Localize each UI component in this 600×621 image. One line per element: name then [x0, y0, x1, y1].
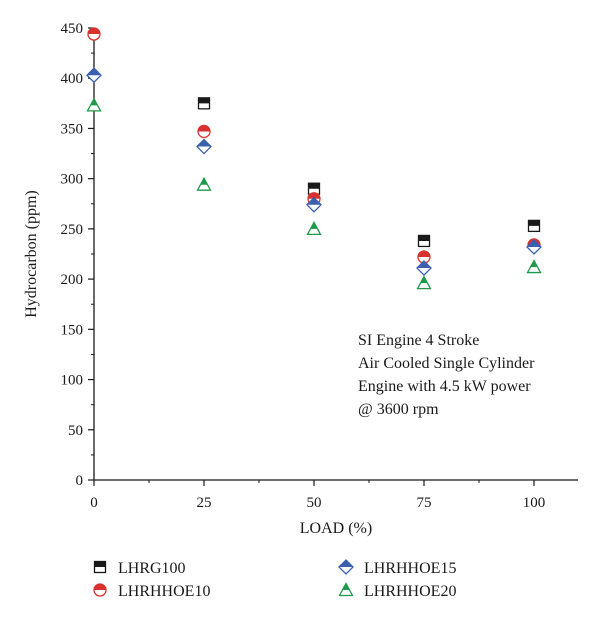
legend-label: LHRG100 [118, 560, 186, 577]
data-point-lhrhhoe20-25 [196, 176, 212, 191]
y-tick-label: 450 [61, 21, 84, 37]
annotation-line: Engine with 4.5 kW power [358, 378, 531, 395]
annotation-line: SI Engine 4 Stroke [358, 332, 479, 349]
data-point-lhrhhoe20-100 [526, 259, 542, 274]
annotation: SI Engine 4 Stroke Air Cooled Single Cyli… [358, 332, 535, 418]
legend-marker-lhrhhoe10 [93, 583, 107, 597]
x-tick-label: 25 [197, 495, 212, 511]
x-tick-label: 100 [523, 495, 546, 511]
annotation-line: @ 3600 rpm [358, 401, 439, 418]
y-tick-label: 250 [61, 222, 84, 238]
legend-label: LHRHHOE20 [364, 583, 456, 600]
y-tick-label: 300 [61, 172, 84, 188]
data-point-lhrg100-75 [417, 234, 431, 248]
y-tick-label: 0 [76, 473, 84, 489]
data-point-lhrg100-25 [197, 97, 211, 110]
y-tick-label: 200 [61, 272, 84, 288]
legend-label: LHRHHOE15 [364, 560, 456, 577]
data-points [86, 27, 542, 290]
x-tick-label: 0 [90, 495, 98, 511]
data-point-lhrhhoe20-50 [306, 221, 322, 236]
y-tick-label: 400 [61, 71, 84, 87]
legend-item-lhrhhoe10: LHRHHOE10 [93, 583, 210, 600]
data-point-lhrg100-100 [527, 219, 541, 233]
data-point-lhrhhoe15-25 [196, 138, 212, 155]
data-point-lhrhhoe10-25 [197, 124, 211, 139]
legend-item-lhrhhoe20: LHRHHOE20 [338, 582, 456, 600]
x-tick-label: 50 [307, 495, 322, 511]
y-tick-label: 50 [68, 423, 83, 439]
data-point-lhrhhoe15-100 [526, 239, 542, 255]
y-tick-label: 350 [61, 121, 84, 137]
legend-label: LHRHHOE10 [118, 583, 210, 600]
data-point-lhrhhoe15-75 [416, 260, 432, 276]
data-point-lhrhhoe15-0 [86, 67, 102, 84]
data-point-lhrhhoe20-0 [86, 97, 102, 112]
annotation-line: Air Cooled Single Cylinder [358, 355, 535, 372]
data-point-lhrhhoe10-0 [87, 27, 101, 41]
x-tick-label: 75 [417, 495, 432, 511]
legend-item-lhrhhoe15: LHRHHOE15 [338, 559, 456, 577]
x-axis-title: LOAD (%) [300, 520, 372, 537]
y-tick-label: 100 [61, 373, 84, 389]
legend-marker-lhrhhoe20 [338, 582, 354, 597]
data-point-lhrhhoe20-75 [416, 275, 432, 290]
legend-marker-lhrhhoe15 [338, 559, 354, 575]
data-point-lhrhhoe15-50 [306, 196, 322, 213]
y-tick-label: 150 [61, 322, 84, 338]
axes: 0 50 100 150 200 250 300 350 400 450 0 25 50 75 100 LOA… [23, 21, 578, 537]
legend-item-lhrg100: LHRG100 [93, 560, 186, 577]
legend: LHRG100 LHRHHOE10 LHRHHOE15 LHRHHOE20 [93, 559, 456, 600]
y-axis-title: Hydrocarbon (ppm) [23, 190, 40, 318]
legend-marker-lhrg100 [93, 560, 107, 574]
